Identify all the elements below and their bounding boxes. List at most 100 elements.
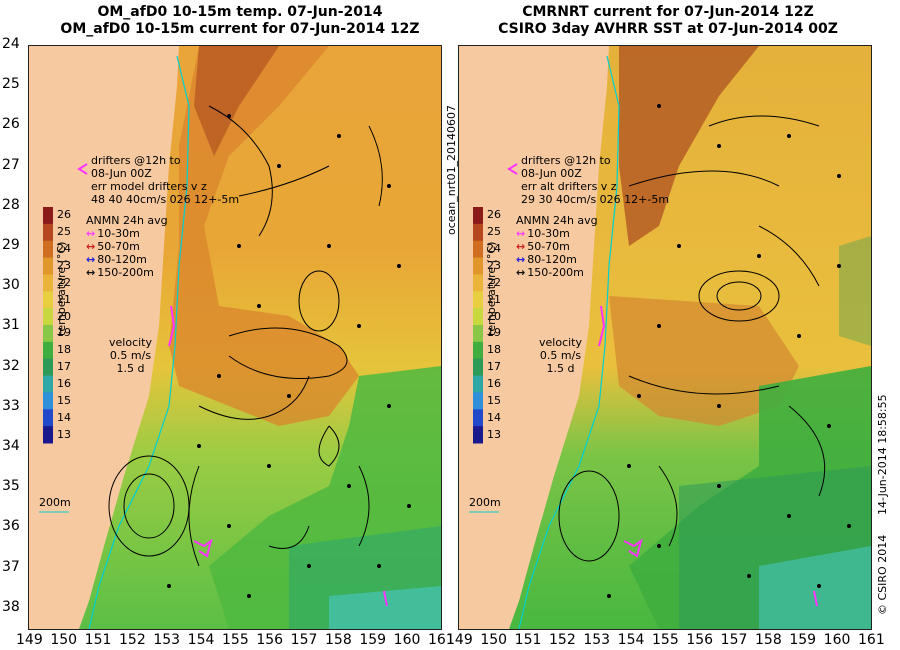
colorbar-tick-label: 24 [487,242,501,256]
left-title-line1: OM_afD0 10-15m temp. 07-Jun-2014 [97,4,383,20]
longitude-tick-label: 161 [428,632,455,648]
left-drifter-tracks [168,305,388,607]
longitude-tick-label: 151 [84,632,112,648]
left-drifters-date: 08-Jun 00Z [91,167,152,180]
anmn-legend-label: 80-120m [527,253,577,266]
longitude-tick-label: 156 [256,632,284,648]
longitude-tick-label: 157 [720,632,748,648]
right-drifters-label: drifters @12h to [521,154,611,167]
colorbar-tick-label: 26 [57,208,71,222]
colorbar-tick-label: 13 [57,427,71,441]
longitude-tick-label: 151 [514,632,542,648]
right-sst-field [459,46,871,629]
left-title-line2: OM_afD0 10-15m current for 07-Jun-2014 1… [60,21,420,37]
double-arrow-icon: ↔ [86,266,96,279]
double-arrow-icon: ↔ [86,227,96,240]
colorbar-tick-label: 22 [57,275,71,289]
colorbar-tick-label: 24 [57,242,71,256]
right-err-line: err alt drifters v z [521,180,617,193]
longitude-tick-label: 158 [325,632,352,648]
longitude-tick-label: 157 [290,632,318,648]
longitude-tick-label: 149 [16,632,43,648]
anmn-legend-label: 10-30m [527,227,570,240]
longitude-tick-label: 161 [858,632,885,648]
latitude-tick-label: 31 [2,317,20,334]
latitude-tick-label: 32 [2,357,20,374]
vertical-copyright: © CSIRO 2014 [876,534,889,615]
latitude-tick-label: 27 [2,156,20,173]
longitude-tick-label: 160 [393,632,421,648]
latitude-tick-label: 35 [2,478,20,495]
right-title-line2: CSIRO 3day AVHRR SST at 07-Jun-2014 00Z [498,21,838,37]
longitude-tick-label: 155 [652,632,679,648]
latitude-tick-label: 29 [2,237,20,254]
colorbar-tick-label: 17 [57,360,71,374]
right-drifter-tracks [598,305,818,607]
anmn-legend-item: ↔ 50-70m [86,240,168,253]
vertical-timestamp: 14-Jun-2014 18:58:55 [876,394,889,515]
longitude-tick-label: 153 [153,632,181,648]
left-drifter-text: drifters @12h to 08-Jun 00Z err model dr… [91,154,239,206]
latitude-tick-label: 33 [2,397,20,414]
colorbar-tick-label: 21 [57,292,71,306]
latitude-tick-label: 34 [2,438,20,455]
anmn-legend-label: 50-70m [527,240,570,253]
longitude-tick-label: 158 [755,632,782,648]
longitude-tick-label: 152 [549,632,576,648]
colorbar-tick-label: 22 [487,275,501,289]
double-arrow-icon: ↔ [86,240,96,253]
double-arrow-icon: ↔ [86,253,96,266]
right-anmn-legend: ANMN 24h avg ↔ 10-30m ↔ 50-70m ↔ 80-120m ↔ 150-… [516,214,598,279]
double-arrow-icon: ↔ [516,266,526,279]
right-current-streamlines [558,115,826,562]
anmn-legend-item: ↔ 150-200m [516,266,598,279]
colorbar-tick-label: 14 [57,410,71,424]
longitude-tick-label: 156 [686,632,714,648]
left-err-values: 48 40 40cm/s 026 12+-5m [91,193,240,206]
anmn-legend-label: 150-200m [97,266,154,279]
latitude-tick-label: 30 [2,277,20,294]
left-velocity-time: 1.5 d [116,362,145,375]
longitude-tick-label: 150 [480,632,508,648]
right-velocity-label: velocity [539,336,582,349]
right-velocity-speed: 0.5 m/s [539,349,582,362]
longitude-tick-label: 154 [187,632,215,648]
anmn-legend-item: ↔ 50-70m [516,240,598,253]
left-land-mass [29,46,179,629]
right-drifters-date: 08-Jun 00Z [521,167,582,180]
latitude-tick-label: 37 [2,558,20,575]
anmn-legend-item: ↔ 10-30m [86,227,168,240]
left-velocity-speed: 0.5 m/s [109,349,152,362]
longitude-tick-label: 155 [222,632,249,648]
colorbar-tick-label: 18 [57,343,71,357]
anmn-legend-label: 150-200m [527,266,584,279]
double-arrow-icon: ↔ [516,240,526,253]
colorbar-tick-label: 23 [57,259,71,272]
latitude-tick-label: 24 [2,36,20,52]
latitude-tick-label: 28 [2,196,20,213]
colorbar-tick-label: 25 [487,225,501,239]
right-title: CMRNRT current for 07-Jun-2014 12Z CSIRO… [458,4,878,38]
colorbar-tick-label: 16 [57,377,71,390]
colorbar-tick-label: 20 [57,309,71,323]
colorbar-tick-label: 15 [57,393,71,407]
colorbar-tick-label: 26 [487,208,501,222]
left-sst-field [29,46,441,629]
longitude-tick-label: 160 [823,632,851,648]
right-map-panel: drifters @12h to 08-Jun 00Z err alt drif… [458,45,872,630]
colorbar-tick-label: 18 [487,343,501,357]
colorbar-tick-label: 23 [487,259,501,272]
anmn-legend-item: ↔ 10-30m [516,227,598,240]
colorbar-tick-label: 13 [487,427,501,441]
left-isobath-label: 200m [39,496,71,509]
longitude-tick-label: 149 [446,632,473,648]
colorbar-tick-label: 19 [57,326,71,340]
right-drifter-text: drifters @12h to 08-Jun 00Z err alt drif… [521,154,669,206]
longitude-tick-label: 154 [617,632,645,648]
right-velocity-time: 1.5 d [546,362,575,375]
left-anmn-title: ANMN 24h avg [86,214,168,227]
colorbar-tick-label: 17 [487,360,501,374]
left-current-streamlines [108,105,383,567]
right-isobath-label: 200m [469,496,501,509]
longitude-tick-label: 159 [359,632,387,648]
